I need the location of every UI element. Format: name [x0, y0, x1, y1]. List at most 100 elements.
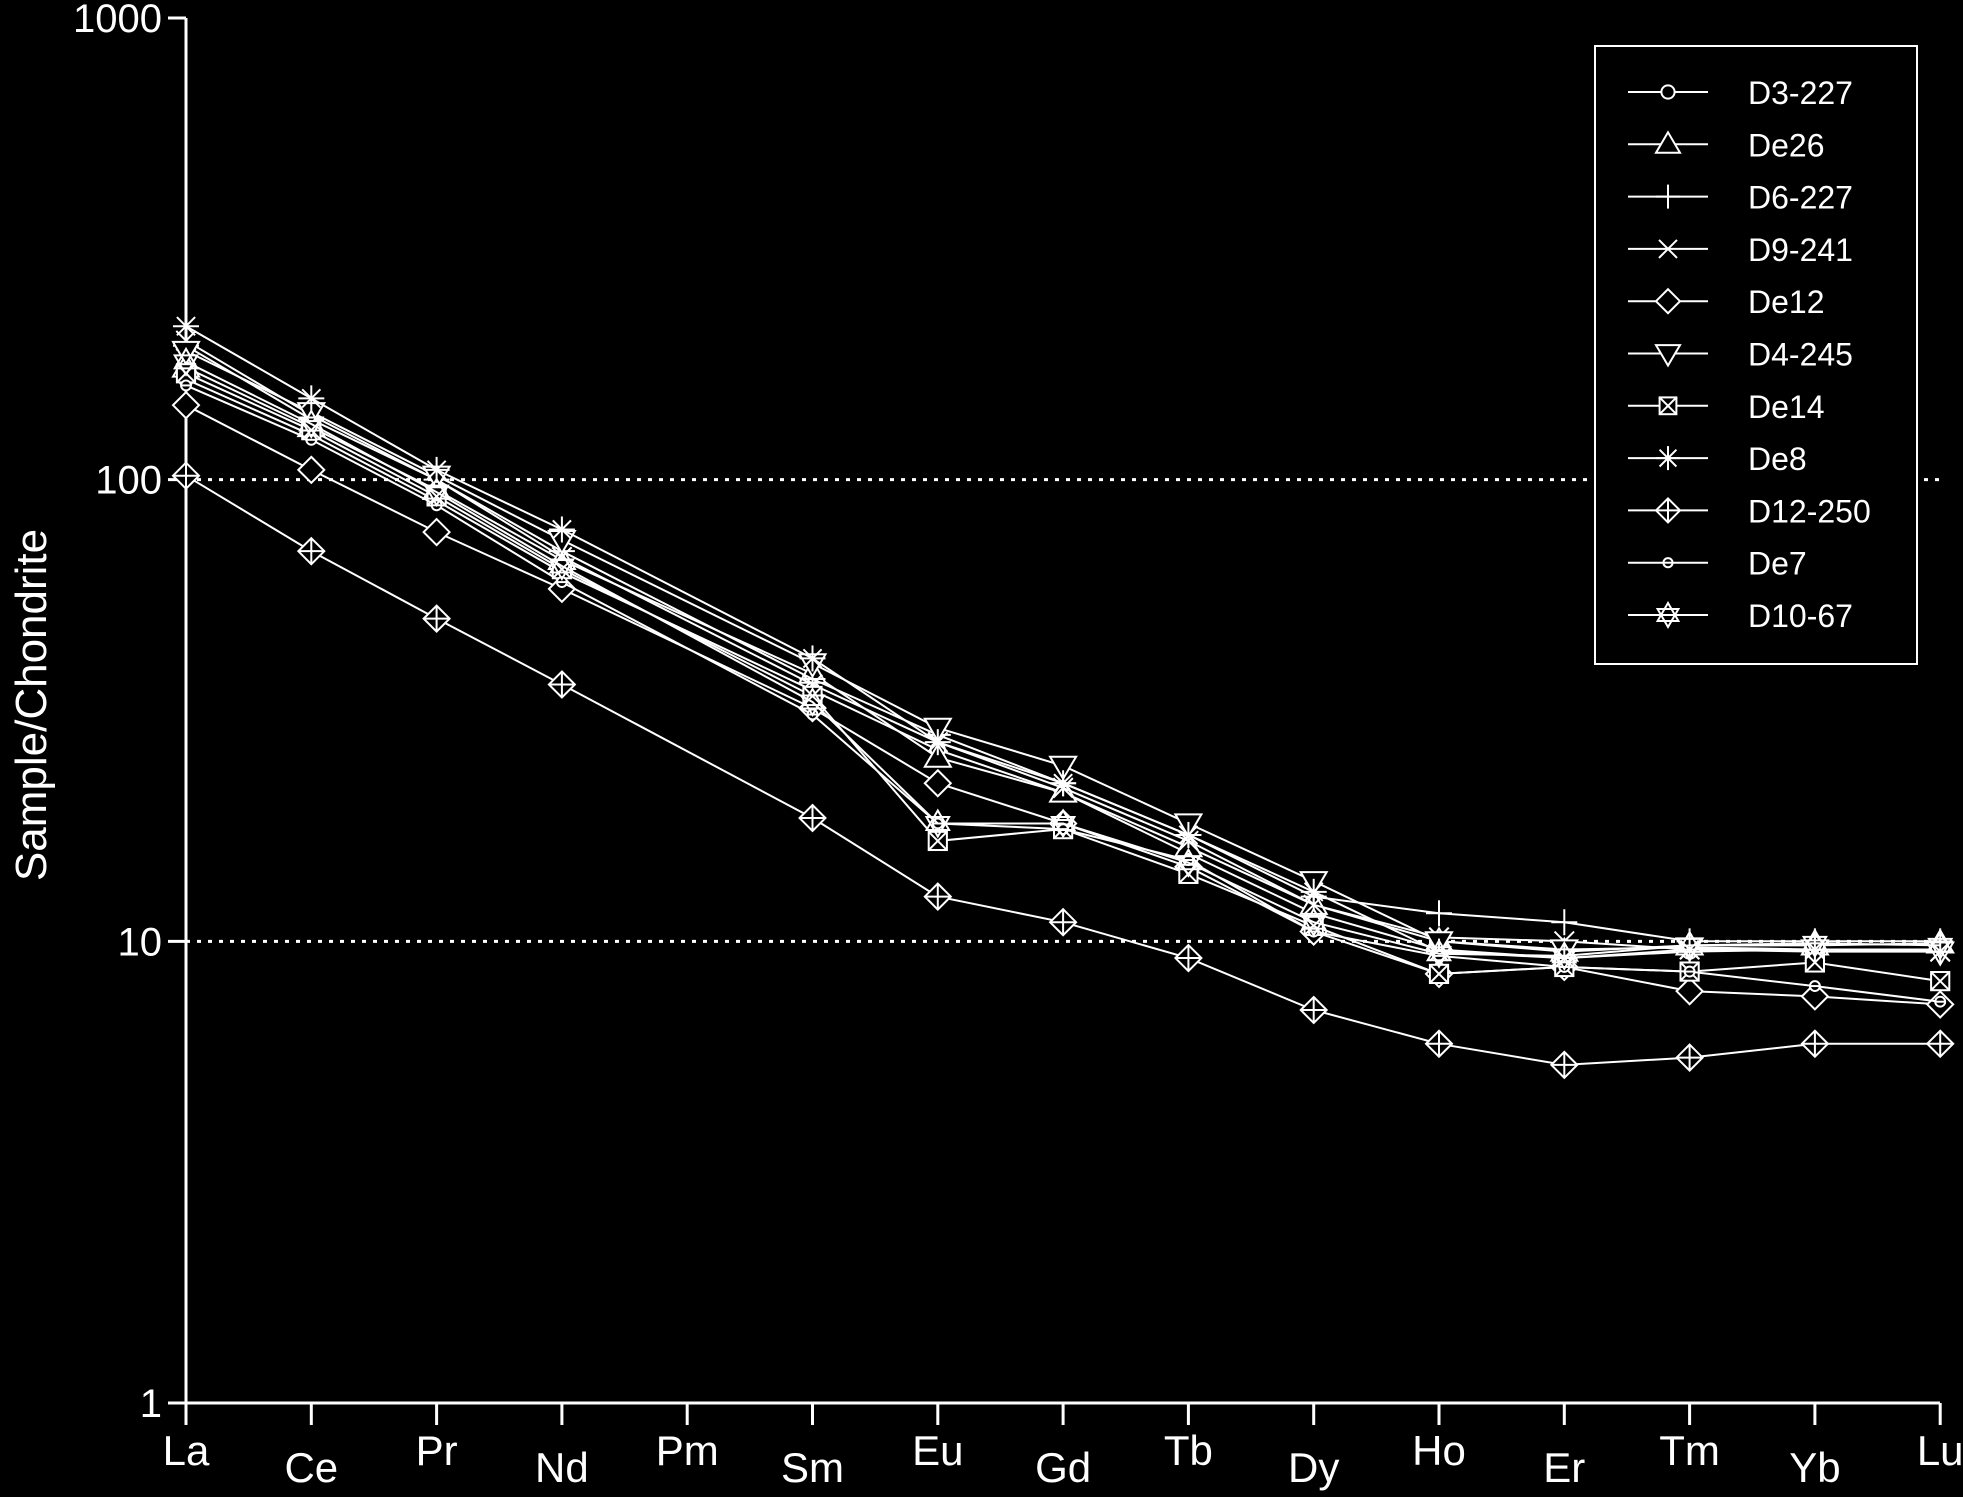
data-point-d12-250-lu	[1925, 1029, 1955, 1059]
x-tick-label-dy: Dy	[1288, 1444, 1339, 1491]
data-point-d10-67-lu	[1927, 930, 1954, 961]
legend-item-d12-250: D12-250	[1628, 493, 1871, 529]
x-tick-label-lu: Lu	[1917, 1427, 1963, 1474]
data-point-d4-245-la	[171, 340, 201, 366]
x-tick-label-ho: Ho	[1412, 1427, 1466, 1474]
y-tick-label: 1	[140, 1382, 162, 1426]
data-point-de14-eu	[927, 830, 948, 852]
data-point-d12-250-la	[171, 461, 201, 491]
legend-item-de7: De7	[1628, 546, 1807, 582]
data-point-d10-67-nd	[548, 551, 575, 582]
x-tick-label-yb: Yb	[1789, 1444, 1840, 1491]
data-point-d12-250-tm	[1675, 1043, 1705, 1073]
data-point-de8-dy	[1300, 878, 1327, 905]
x-tick-label-pr: Pr	[416, 1427, 458, 1474]
data-point-d10-67-ho	[1425, 938, 1453, 969]
data-point-d12-250-gd	[1048, 907, 1078, 937]
data-point-d6-227-ho	[1426, 900, 1452, 927]
legend-item-de14: De14	[1628, 389, 1825, 425]
data-point-de7-ce	[305, 433, 318, 446]
x-tick-label-pm: Pm	[656, 1427, 719, 1474]
legend-marker-d12-250	[1654, 496, 1682, 524]
legend-label: De26	[1748, 127, 1825, 163]
series-line-d12-250	[185, 474, 1941, 1066]
data-point-d12-250-yb	[1800, 1029, 1830, 1059]
legend-label: D3-227	[1748, 75, 1853, 111]
data-point-de8-ce	[298, 385, 325, 412]
data-point-de14-lu	[1930, 971, 1951, 992]
x-tick-label-ce: Ce	[284, 1444, 338, 1491]
legend-marker-d6-227	[1656, 184, 1680, 209]
legend-label: De7	[1748, 546, 1807, 582]
legend-marker-de26	[1654, 130, 1682, 154]
x-tick-label-tm: Tm	[1659, 1427, 1720, 1474]
legend-label: D10-67	[1748, 598, 1853, 634]
legend-marker-d9-241	[1658, 239, 1678, 259]
data-point-d12-250-sm	[798, 803, 827, 833]
data-point-d10-67-sm	[799, 686, 826, 717]
legend-box	[1594, 45, 1918, 665]
data-point-de12-eu	[923, 768, 953, 798]
series-line-de8	[185, 325, 1941, 960]
data-point-de12-tm	[1675, 976, 1705, 1006]
series-d12-250	[171, 461, 1955, 1080]
series-line-d3-227	[185, 378, 1941, 960]
legend: D3-227 De26 D6-227 D9-241 De12 D4-245 De14 De8 D…	[1594, 45, 1918, 665]
data-point-de12-nd	[547, 574, 577, 604]
data-point-d10-67-ce	[298, 409, 325, 439]
data-point-d6-227-er	[1551, 909, 1578, 936]
legend-item-d3-227: D3-227	[1628, 75, 1853, 111]
data-point-de8-nd	[548, 516, 575, 543]
legend-label: De12	[1748, 284, 1825, 320]
data-point-de7-tm	[1683, 965, 1696, 978]
legend-label: D9-241	[1748, 232, 1853, 268]
legend-marker-d4-245	[1654, 344, 1682, 368]
data-point-d12-250-ce	[296, 536, 326, 566]
y-tick-label: 1000	[73, 0, 162, 41]
data-point-d12-250-pr	[422, 604, 452, 634]
data-point-de12-pr	[422, 517, 452, 547]
data-point-d10-67-eu	[924, 808, 951, 839]
legend-marker-de8	[1656, 446, 1680, 471]
x-tick-label-gd: Gd	[1035, 1444, 1091, 1491]
series-line-d10-67	[185, 360, 1941, 957]
data-point-de12-yb	[1800, 981, 1830, 1011]
data-point-d10-67-yb	[1801, 928, 1828, 959]
data-point-d12-250-er	[1549, 1050, 1579, 1080]
legend-marker-d3-227	[1660, 84, 1676, 100]
legend-label: D4-245	[1748, 337, 1853, 373]
legend-item-d6-227: D6-227	[1628, 180, 1853, 216]
data-point-de8-gd	[1050, 770, 1077, 797]
data-point-de8-tb	[1175, 821, 1202, 848]
data-point-de8-la	[173, 313, 199, 340]
legend-marker-d10-67	[1655, 601, 1681, 629]
legend-item-d4-245: D4-245	[1628, 337, 1853, 373]
data-point-de12-ce	[296, 455, 326, 485]
data-point-d10-67-tb	[1175, 847, 1202, 878]
series-layer	[171, 313, 1955, 1080]
y-axis-title: Sample/Chondrite	[7, 529, 56, 881]
legend-marker-de14	[1658, 396, 1678, 416]
x-tick-label-nd: Nd	[535, 1444, 589, 1491]
data-point-de8-eu	[924, 729, 951, 756]
y-tick-label: 10	[118, 920, 163, 964]
data-point-d12-250-eu	[923, 882, 953, 912]
x-tick-label-eu: Eu	[912, 1427, 963, 1474]
legend-item-d10-67: D10-67	[1628, 598, 1853, 634]
y-tick-label: 100	[95, 459, 162, 503]
data-point-de26-eu	[923, 742, 953, 768]
data-point-d12-250-ho	[1424, 1029, 1454, 1059]
data-point-de7-lu	[1934, 995, 1947, 1008]
data-point-d12-250-tb	[1173, 943, 1203, 973]
x-tick-label-tb: Tb	[1164, 1427, 1213, 1474]
legend-marker-de7	[1662, 557, 1674, 569]
legend-label: De14	[1748, 389, 1825, 425]
legend-item-de26: De26	[1628, 127, 1825, 163]
legend-item-d9-241: D9-241	[1628, 232, 1853, 268]
data-point-de8-sm	[799, 645, 826, 672]
legend-label: D6-227	[1748, 180, 1853, 216]
data-point-d10-67-la	[172, 346, 200, 377]
x-tick-label-sm: Sm	[781, 1444, 844, 1491]
data-point-d10-67-pr	[423, 477, 450, 508]
